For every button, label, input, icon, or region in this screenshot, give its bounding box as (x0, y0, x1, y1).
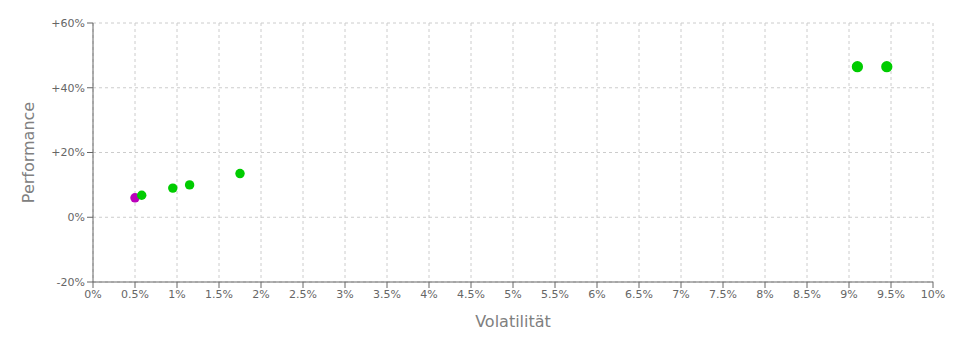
svg-text:7.5%: 7.5% (709, 288, 737, 301)
svg-text:3.5%: 3.5% (373, 288, 401, 301)
svg-text:Performance: Performance (19, 102, 38, 203)
svg-text:2%: 2% (252, 288, 269, 301)
svg-text:7%: 7% (672, 288, 689, 301)
svg-text:-20%: -20% (57, 276, 85, 289)
svg-text:5.5%: 5.5% (541, 288, 569, 301)
svg-text:9%: 9% (840, 288, 857, 301)
svg-text:+60%: +60% (51, 17, 85, 30)
svg-text:1%: 1% (168, 288, 185, 301)
svg-text:Volatilität: Volatilität (475, 312, 551, 331)
svg-text:0%: 0% (84, 288, 101, 301)
svg-text:8.5%: 8.5% (793, 288, 821, 301)
svg-text:1.5%: 1.5% (205, 288, 233, 301)
svg-text:2.5%: 2.5% (289, 288, 317, 301)
svg-text:6%: 6% (588, 288, 605, 301)
svg-text:9.5%: 9.5% (877, 288, 905, 301)
svg-text:5%: 5% (504, 288, 521, 301)
svg-text:8%: 8% (756, 288, 773, 301)
svg-text:10%: 10% (921, 288, 945, 301)
svg-text:6.5%: 6.5% (625, 288, 653, 301)
svg-text:+20%: +20% (51, 146, 85, 159)
svg-text:3%: 3% (336, 288, 353, 301)
svg-text:0%: 0% (68, 211, 85, 224)
svg-text:4.5%: 4.5% (457, 288, 485, 301)
svg-text:+40%: +40% (51, 82, 85, 95)
svg-text:4%: 4% (420, 288, 437, 301)
svg-text:0.5%: 0.5% (121, 288, 149, 301)
